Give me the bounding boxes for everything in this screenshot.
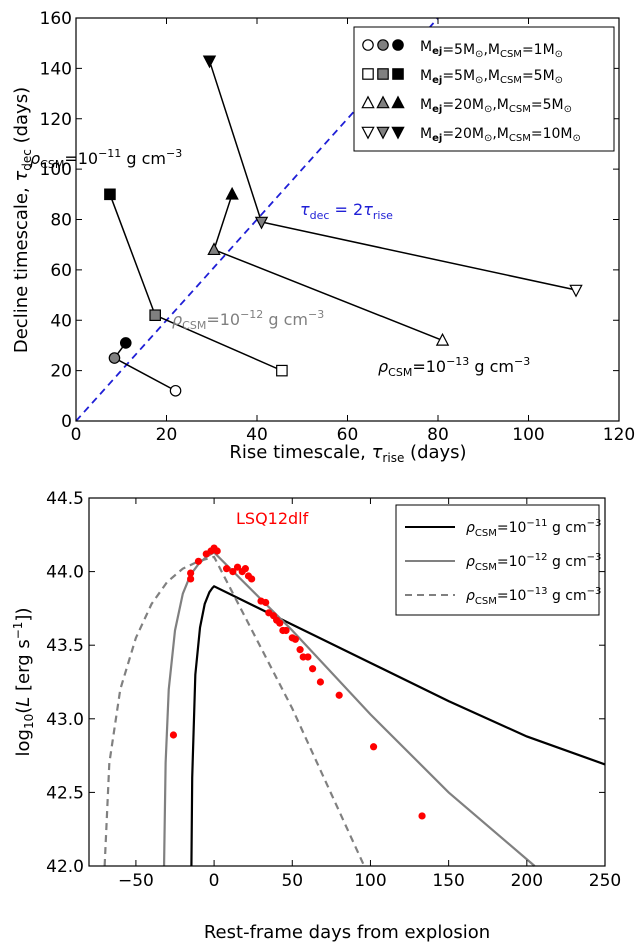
bottom-x-tick-label: 150	[432, 871, 464, 891]
legend-label-1e-13: ρCSM=10−13 g cm−3	[466, 586, 601, 607]
observed-point	[291, 635, 299, 643]
point-triangle-down-1	[254, 216, 269, 230]
bottom-y-tick-label: 43.0	[46, 710, 84, 730]
object-label: LSQ12dlf	[236, 509, 309, 528]
reference-line-label: τdec = 2τrise	[300, 200, 393, 222]
legend-marker-circle-2	[392, 39, 404, 51]
top-y-tick-label: 160	[40, 9, 72, 29]
bottom-y-tick-label: 43.5	[46, 636, 84, 656]
legend-marker-circle-0	[362, 39, 374, 51]
legend-label-1e-11: ρCSM=10−11 g cm−3	[466, 518, 601, 539]
observed-point	[233, 563, 242, 571]
legend-entry-square: Mej=5M⊙,MCSM=5M⊙	[420, 68, 563, 86]
top-x-axis-label: Rise timescale, τrise (days)	[229, 442, 466, 465]
point-triangle-down-0	[569, 284, 583, 298]
legend-marker-triangle-down-2	[391, 126, 405, 140]
top-y-tick-label: 140	[40, 59, 72, 79]
observed-point	[262, 598, 270, 607]
observed-point	[369, 743, 378, 751]
annotation-rho-1e-13: ρCSM=10−13 g cm−3	[378, 355, 530, 379]
point-circle-1	[108, 352, 121, 364]
bottom-x-axis-label: Rest-frame days from explosion	[204, 922, 490, 943]
top-legend: Mej=5M⊙,MCSM=1M⊙ Mej=5M⊙,MCSM=5M⊙ Mej=20…	[353, 26, 615, 152]
top-x-tick-label: 0	[71, 425, 82, 445]
bottom-x-tick-label: 250	[589, 871, 621, 891]
legend-marker-triangle-up-1	[376, 95, 390, 109]
top-y-tick-label: 120	[40, 110, 72, 130]
bottom-y-tick-label: 44.0	[46, 563, 84, 583]
top-y-tick-label: 40	[50, 311, 72, 331]
top-chart: 0 20 40 60 80 100 120 0 20 40 60 80 100 120 140 160 Ri…	[11, 9, 635, 465]
model-curve-0	[190, 584, 606, 867]
top-y-axis-label: Decline timescale, τdec (days)	[11, 87, 34, 353]
bottom-y-tick-label: 44.5	[46, 489, 84, 509]
top-x-tick-label: 20	[156, 425, 178, 445]
point-square-1	[149, 309, 161, 322]
top-x-tick-label: 40	[246, 425, 268, 445]
observed-point	[248, 575, 256, 583]
bottom-y-axis-label: log10(L [erg s−1])	[11, 608, 36, 757]
annotation-rho-1e-11: ρCSM=10−11 g cm−3	[30, 147, 182, 171]
bottom-y-tick-label: 42.5	[46, 783, 84, 803]
legend-marker-triangle-up-2	[391, 95, 405, 109]
observed-point	[187, 569, 195, 577]
bottom-x-tick-label: 0	[209, 871, 220, 891]
top-y-tick-label: 80	[50, 211, 72, 231]
legend-marker-triangle-down-1	[376, 126, 390, 140]
point-triangle-up-1	[207, 242, 221, 256]
top-x-tick-label: 80	[427, 425, 449, 445]
top-y-tick-label: 0	[61, 412, 72, 432]
observed-point	[304, 653, 312, 661]
point-circle-0	[169, 384, 182, 397]
observed-point	[282, 626, 290, 635]
legend-marker-square-0	[362, 68, 374, 80]
observed-point	[194, 557, 203, 565]
bottom-x-tick-label: 200	[511, 871, 543, 891]
legend-entry-circle: Mej=5M⊙,MCSM=1M⊙	[420, 39, 563, 60]
point-square-0	[276, 364, 288, 377]
bottom-x-tick-label: −50	[118, 871, 154, 891]
top-x-tick-label: 120	[603, 425, 635, 445]
observed-point	[309, 665, 317, 673]
point-triangle-up-0	[435, 332, 450, 346]
bottom-chart: −50 0 50 100 150 200 250 42.0 42.5 43.0 43.5 44.0 4…	[11, 489, 621, 943]
top-x-tick-label: 60	[337, 425, 359, 445]
top-y-tick-label: 100	[40, 160, 72, 180]
top-x-tick-label: 100	[512, 425, 544, 445]
point-triangle-up-2	[225, 186, 239, 200]
top-y-tick-label: 20	[50, 362, 72, 382]
observed-point	[316, 678, 325, 686]
legend-entry-triangle-down: Mej=20M⊙,MCSM=10M⊙	[420, 126, 581, 144]
legend-marker-circle-1	[377, 39, 389, 51]
observed-point	[335, 691, 343, 699]
top-y-tick-label: 60	[50, 261, 72, 281]
legend-marker-square-2	[392, 68, 404, 80]
annotation-rho-1e-12: ρCSM=10−12 g cm−3	[172, 308, 324, 332]
legend-marker-triangle-up-0	[361, 95, 375, 109]
observed-point	[241, 565, 249, 573]
point-square-2	[104, 188, 116, 201]
bottom-plot-frame	[88, 497, 606, 867]
bottom-y-tick-label: 42.0	[46, 857, 84, 877]
observed-point	[213, 547, 221, 555]
bottom-legend: ρCSM=10−11 g cm−3 ρCSM=10−12 g cm−3 ρCSM…	[395, 504, 601, 616]
legend-marker-triangle-down-0	[361, 126, 375, 140]
observed-point	[276, 619, 284, 627]
legend-entry-triangle-up: Mej=20M⊙,MCSM=5M⊙	[420, 97, 572, 115]
bottom-x-tick-label: 50	[281, 871, 303, 891]
point-circle-2	[119, 337, 132, 349]
bottom-x-tick-label: 100	[354, 871, 386, 891]
observed-point	[187, 575, 195, 583]
observed-point	[229, 568, 237, 576]
legend-label-1e-12: ρCSM=10−12 g cm−3	[466, 552, 601, 573]
observed-point	[169, 731, 178, 739]
observed-point	[296, 646, 304, 654]
observed-point	[223, 565, 231, 573]
observed-point	[418, 812, 426, 820]
legend-marker-square-1	[377, 68, 389, 80]
point-triangle-down-2	[202, 55, 217, 69]
